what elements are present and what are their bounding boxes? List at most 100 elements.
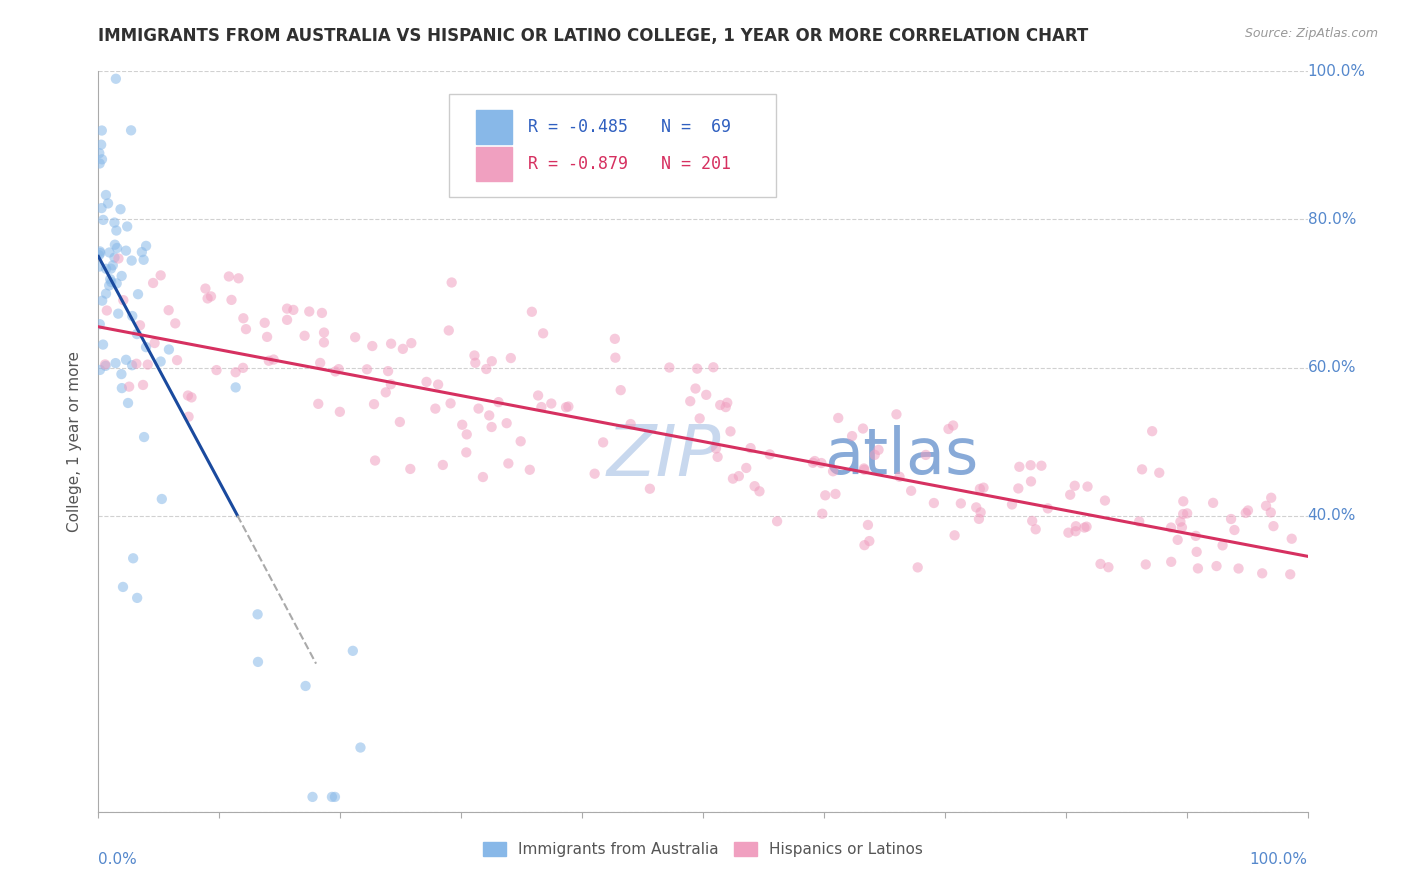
Point — [257, 353, 280, 368]
Point — [98, 278, 121, 293]
Point — [321, 789, 343, 804]
Point — [107, 252, 129, 266]
Point — [122, 551, 145, 566]
Point — [481, 354, 503, 368]
Point — [1281, 532, 1303, 546]
Point — [94, 359, 117, 373]
Text: atlas: atlas — [824, 425, 979, 487]
Point — [135, 340, 157, 354]
Point — [225, 365, 247, 379]
Point — [104, 71, 127, 86]
Point — [1220, 512, 1243, 526]
Text: 60.0%: 60.0% — [1308, 360, 1355, 375]
Point — [900, 483, 922, 498]
Point — [1090, 557, 1112, 571]
Point — [969, 482, 991, 496]
Point — [117, 396, 139, 410]
Point — [1019, 458, 1042, 473]
Point — [1008, 459, 1031, 474]
Point — [105, 277, 128, 291]
Point — [110, 367, 132, 381]
Point — [276, 313, 298, 327]
Point — [1279, 567, 1302, 582]
Point — [1237, 503, 1260, 517]
Point — [205, 363, 228, 377]
Point — [519, 463, 541, 477]
Point — [1160, 520, 1182, 534]
Point — [748, 484, 770, 499]
Point — [685, 382, 707, 396]
Point — [938, 422, 960, 436]
Point — [679, 394, 702, 409]
Point — [363, 397, 385, 411]
Point — [481, 420, 503, 434]
Point — [973, 481, 995, 495]
Point — [91, 153, 114, 167]
Point — [1064, 519, 1087, 533]
Point — [311, 306, 333, 320]
Text: N = 201: N = 201 — [661, 155, 731, 173]
Point — [841, 429, 863, 443]
Point — [886, 407, 908, 421]
Point — [1175, 507, 1198, 521]
Point — [495, 416, 517, 430]
Point — [342, 644, 364, 658]
Point — [686, 361, 709, 376]
Point — [107, 307, 129, 321]
Point — [1260, 491, 1282, 505]
Point — [329, 405, 352, 419]
Point — [1057, 525, 1080, 540]
FancyBboxPatch shape — [449, 94, 776, 197]
Point — [309, 356, 332, 370]
Point — [592, 435, 614, 450]
Point — [555, 401, 578, 415]
Point — [294, 328, 316, 343]
Point — [1212, 538, 1234, 552]
Point — [374, 385, 396, 400]
Point — [218, 269, 240, 284]
Point — [1185, 529, 1208, 543]
Point — [94, 286, 117, 301]
Point — [1059, 488, 1081, 502]
Point — [1149, 466, 1171, 480]
Point — [166, 353, 188, 368]
Legend: Immigrants from Australia, Hispanics or Latinos: Immigrants from Australia, Hispanics or … — [477, 836, 929, 863]
Point — [557, 400, 579, 414]
Point — [276, 301, 298, 316]
Point — [695, 388, 717, 402]
Point — [1227, 561, 1250, 575]
Point — [111, 580, 134, 594]
Point — [716, 395, 738, 409]
Point — [868, 442, 890, 457]
Point — [157, 303, 180, 318]
Point — [415, 375, 437, 389]
Point — [1223, 523, 1246, 537]
Point — [922, 496, 945, 510]
Point — [540, 396, 562, 410]
Point — [121, 358, 143, 372]
Point — [967, 512, 990, 526]
Text: 40.0%: 40.0% — [1308, 508, 1355, 523]
Point — [1128, 515, 1150, 529]
Point — [853, 463, 876, 477]
Point — [361, 339, 384, 353]
Point — [498, 457, 520, 471]
Point — [101, 258, 124, 272]
Point — [125, 357, 148, 371]
Point — [89, 156, 111, 170]
Point — [87, 248, 110, 262]
Point — [801, 456, 824, 470]
Point — [440, 276, 463, 290]
Point — [425, 401, 447, 416]
Point — [609, 383, 631, 397]
Point — [380, 336, 402, 351]
Point — [96, 303, 118, 318]
Point — [720, 425, 742, 439]
Point — [863, 448, 886, 462]
Point — [129, 318, 152, 333]
Point — [1251, 566, 1274, 581]
Point — [735, 461, 758, 475]
Point — [810, 456, 832, 470]
Point — [105, 241, 128, 255]
Point — [307, 397, 329, 411]
